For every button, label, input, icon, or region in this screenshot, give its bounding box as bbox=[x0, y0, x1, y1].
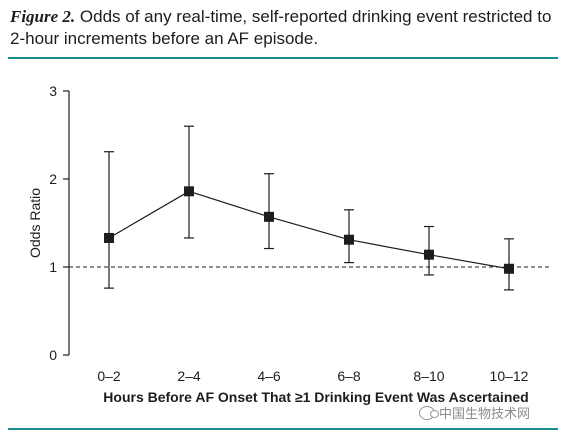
x-tick-label: 6–8 bbox=[337, 368, 361, 384]
caption-divider bbox=[8, 57, 558, 59]
watermark: 中国生物技术网 bbox=[419, 403, 530, 422]
y-tick-label: 2 bbox=[49, 171, 57, 187]
data-point-marker bbox=[184, 186, 194, 197]
y-axis-label: Odds Ratio bbox=[27, 188, 43, 258]
figure-caption: Figure 2. Odds of any real-time, self-re… bbox=[10, 6, 558, 50]
x-tick-label: 2–4 bbox=[177, 368, 201, 384]
y-tick-label: 3 bbox=[49, 83, 57, 99]
figure-bottom-divider bbox=[8, 428, 558, 430]
figure-caption-text: Odds of any real-time, self-reported dri… bbox=[10, 7, 552, 48]
watermark-text: 中国生物技术网 bbox=[439, 407, 531, 422]
data-point-marker bbox=[424, 249, 434, 260]
x-tick-label: 4–6 bbox=[257, 368, 281, 384]
y-tick-label: 0 bbox=[49, 347, 57, 363]
data-point-marker bbox=[344, 234, 354, 245]
x-tick-label: 10–12 bbox=[490, 368, 529, 384]
x-tick-label: 0–2 bbox=[97, 368, 121, 384]
data-point-marker bbox=[104, 232, 114, 243]
data-point-marker bbox=[504, 263, 514, 274]
figure-label: Figure 2. bbox=[10, 7, 76, 26]
x-axis-label: Hours Before AF Onset That ≥1 Drinking E… bbox=[103, 389, 528, 405]
series-line bbox=[108, 190, 510, 270]
x-tick-label: 8–10 bbox=[413, 368, 444, 384]
wechat-icon bbox=[419, 405, 439, 420]
y-tick-label: 1 bbox=[49, 259, 57, 275]
data-point-marker bbox=[264, 211, 274, 222]
